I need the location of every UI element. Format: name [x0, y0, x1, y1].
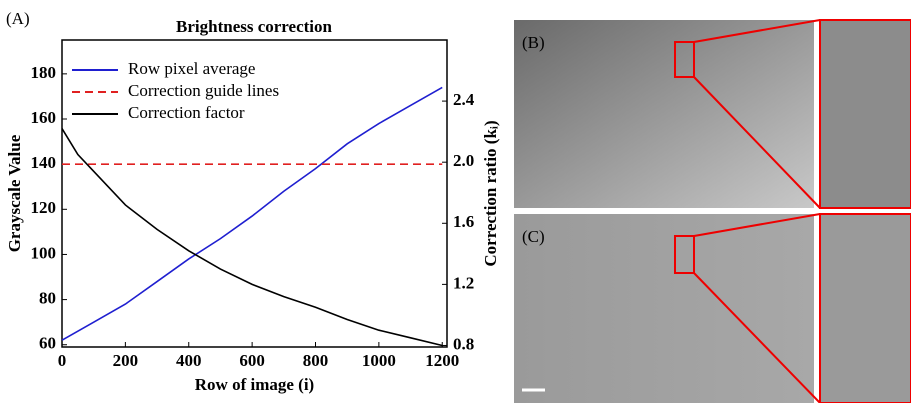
y-tick-label: 180 — [31, 63, 57, 82]
legend-label: Correction factor — [128, 103, 245, 122]
y-axis-label: Grayscale Value — [5, 134, 24, 252]
panel-label: (B) — [522, 33, 545, 52]
x-tick-label: 800 — [303, 351, 329, 370]
y-tick-label: 160 — [31, 108, 57, 127]
legend-label: Row pixel average — [128, 59, 255, 78]
y2-axis-label: Correction ratio (kᵢ) — [481, 120, 500, 266]
panel-label: (C) — [522, 227, 545, 246]
y-tick-label: 100 — [31, 243, 57, 262]
zoom-line — [693, 213, 821, 404]
roi-box — [674, 235, 695, 274]
y-tick-label: 60 — [39, 334, 56, 353]
micrograph — [514, 214, 814, 403]
chart-title: Brightness correction — [176, 17, 333, 36]
x-tick-label: 400 — [176, 351, 202, 370]
legend-label: Correction guide lines — [128, 81, 279, 100]
y2-tick-label: 2.0 — [453, 151, 474, 170]
y-tick-label: 140 — [31, 153, 57, 172]
y2-tick-label: 0.8 — [453, 334, 474, 353]
zoom-image — [820, 20, 911, 208]
zoom-line — [693, 19, 821, 209]
y2-tick-label: 2.4 — [453, 90, 475, 109]
plot-frame — [61, 39, 448, 348]
series-line — [61, 86, 443, 341]
panel-label: (A) — [6, 9, 30, 28]
x-tick-label: 200 — [113, 351, 139, 370]
x-tick-label: 1200 — [425, 351, 459, 370]
x-tick-label: 0 — [58, 351, 67, 370]
y2-tick-label: 1.6 — [453, 212, 474, 231]
roi-box — [674, 41, 695, 78]
x-tick-label: 600 — [239, 351, 265, 370]
image-panel: (B) (C) — [514, 19, 911, 404]
x-tick-label: 1000 — [362, 351, 396, 370]
y2-tick-label: 1.2 — [453, 273, 474, 292]
y-tick-label: 120 — [31, 198, 57, 217]
zoom-frame — [819, 19, 911, 209]
x-axis-label: Row of image (i) — [195, 375, 314, 394]
micrograph — [514, 20, 814, 208]
y-tick-label: 80 — [39, 289, 56, 308]
series-line — [61, 128, 443, 347]
zoom-image — [820, 214, 911, 403]
